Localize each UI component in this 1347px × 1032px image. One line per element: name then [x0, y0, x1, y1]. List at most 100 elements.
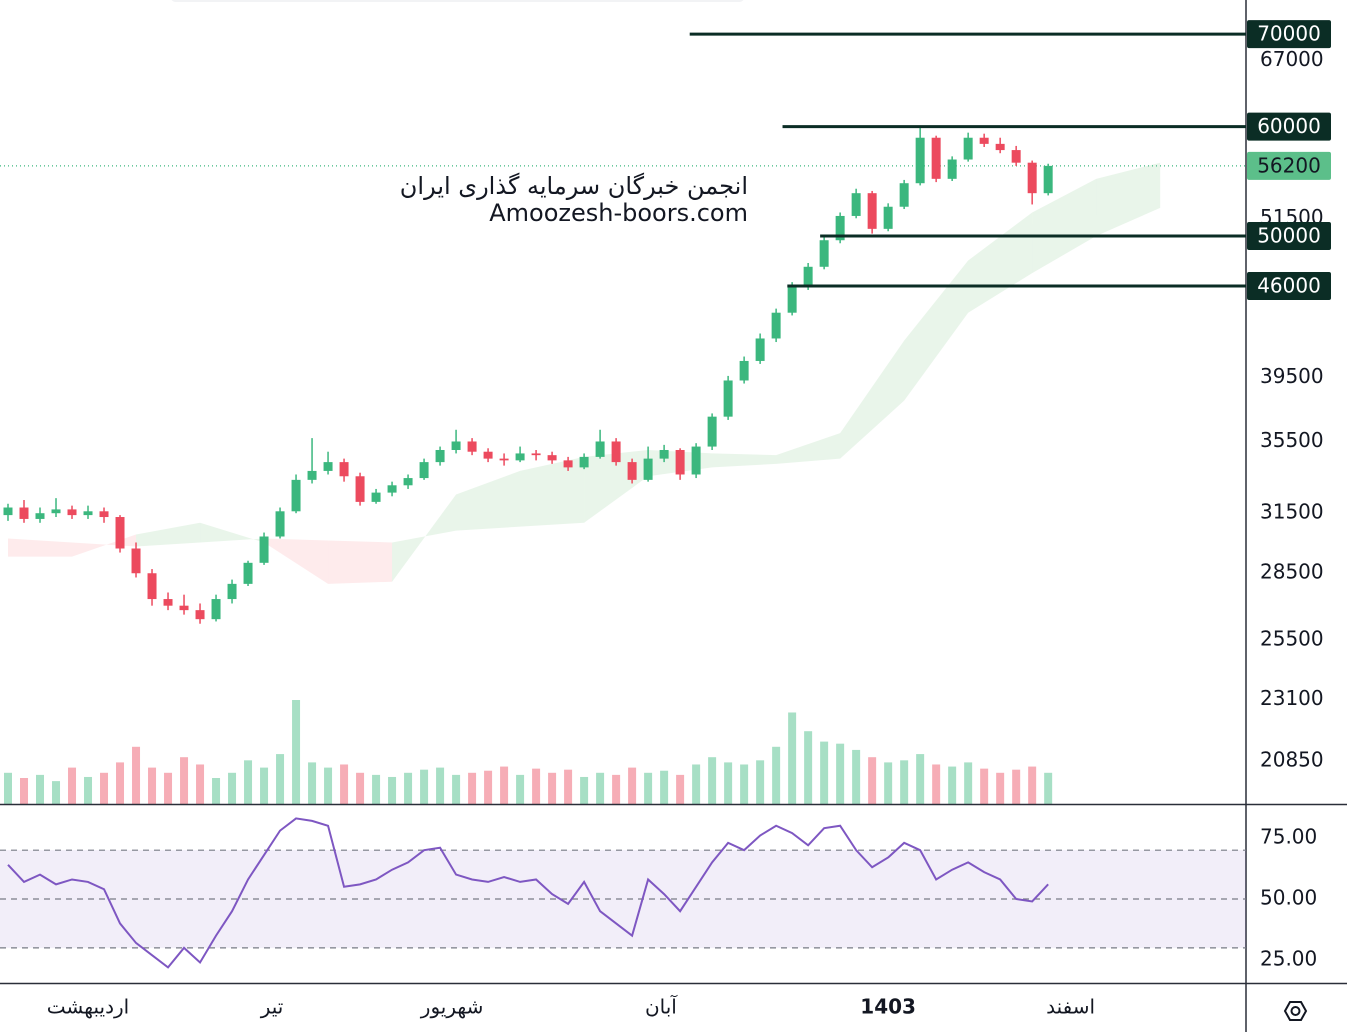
- volume-bar: [1044, 772, 1053, 804]
- candle-body: [691, 446, 701, 475]
- y-tick-label: 39500: [1260, 364, 1324, 388]
- candle-body: [371, 492, 381, 502]
- volume-bar: [852, 749, 861, 804]
- candle-body: [3, 507, 13, 516]
- candle-body: [115, 517, 125, 549]
- candle-body: [723, 380, 733, 417]
- volume-bar: [644, 772, 653, 804]
- volume-bar: [1012, 769, 1021, 804]
- candle-body: [195, 610, 205, 620]
- cloud: [8, 538, 73, 557]
- candle-body: [931, 137, 941, 179]
- candle-body: [387, 485, 397, 493]
- level-label: 46000: [1257, 274, 1321, 298]
- cloud: [776, 433, 841, 464]
- candle-body: [467, 441, 477, 452]
- volume-bar: [340, 764, 349, 804]
- volume-bar: [676, 774, 685, 804]
- candle-body: [1011, 150, 1021, 163]
- volume-bar: [324, 767, 333, 804]
- candle-body: [211, 599, 221, 620]
- watermark: انجمن خبرگان سرمایه گذاری ایران: [400, 172, 748, 200]
- cloud: [712, 453, 777, 468]
- settings-icon[interactable]: [1283, 1001, 1308, 1021]
- volume-bar: [484, 770, 493, 804]
- volume-bar: [884, 762, 893, 804]
- volume-bar: [660, 770, 669, 804]
- volume-bar: [372, 774, 381, 804]
- volume-bar: [532, 768, 541, 804]
- candle-body: [595, 441, 605, 457]
- volume-bar: [772, 746, 781, 804]
- candle-body: [675, 449, 685, 475]
- candle-body: [435, 449, 445, 463]
- volume-bar: [692, 764, 701, 804]
- volume-bar: [292, 700, 301, 804]
- level-label: 60000: [1257, 114, 1321, 138]
- volume-bar: [996, 772, 1005, 804]
- candle-body: [147, 573, 157, 600]
- candle-body: [947, 159, 957, 179]
- volume-bar: [36, 774, 45, 804]
- toolbar-shadow: [171, 0, 744, 2]
- candle-body: [451, 441, 461, 450]
- volume-bar: [596, 772, 605, 804]
- candle-body: [35, 513, 45, 519]
- candle-body: [163, 599, 173, 606]
- volume-bar: [708, 757, 717, 804]
- x-tick-label: اسفند: [1046, 995, 1095, 1019]
- volume-bar: [804, 731, 813, 804]
- candle-body: [851, 193, 861, 216]
- volume-bar: [964, 762, 973, 804]
- candle-body: [1027, 162, 1037, 194]
- volume-bar: [612, 774, 621, 804]
- volume-bar: [132, 746, 141, 804]
- volume-bar: [948, 766, 957, 804]
- level-label-box: [1247, 20, 1331, 49]
- candle-body: [963, 137, 973, 160]
- rsi-tick-label: 50.00: [1260, 886, 1317, 910]
- volume-bar: [452, 774, 461, 804]
- volume-bar: [116, 762, 125, 804]
- candle-body: [83, 511, 93, 516]
- candle-body: [643, 458, 653, 480]
- level-label: 50000: [1257, 224, 1321, 248]
- candle-body: [19, 507, 29, 519]
- candle-body: [403, 478, 413, 486]
- candle-body: [419, 462, 429, 479]
- level-label-box: [1247, 222, 1331, 251]
- level-label-box: [1247, 272, 1331, 301]
- candle-body: [819, 240, 829, 267]
- candle-body: [291, 479, 301, 512]
- cloud: [72, 534, 137, 557]
- volume-bar: [68, 767, 77, 804]
- volume-bar: [756, 760, 765, 804]
- cloud: [1096, 162, 1161, 237]
- candle-body: [739, 360, 749, 381]
- candle-body: [323, 462, 333, 471]
- volume-bar: [276, 754, 285, 804]
- volume-bar: [420, 769, 429, 804]
- volume-bar: [900, 760, 909, 804]
- y-tick-label: 35500: [1260, 428, 1324, 452]
- volume-bar: [1028, 766, 1037, 804]
- cloud: [392, 494, 457, 582]
- candle-body: [531, 453, 541, 456]
- volume-bar: [212, 778, 221, 804]
- x-tick-label: 1403: [860, 995, 916, 1019]
- volume-bar: [164, 772, 173, 804]
- candle-body: [243, 562, 253, 584]
- volume-bar: [580, 776, 589, 804]
- volume-bar: [516, 774, 525, 804]
- volume-bar: [436, 767, 445, 804]
- volume-bar: [20, 778, 29, 804]
- volume-bar: [724, 762, 733, 804]
- cloud: [264, 538, 329, 584]
- volume-bar: [52, 781, 61, 804]
- cloud: [520, 456, 585, 527]
- candle-body: [899, 183, 909, 207]
- volume-bar: [84, 776, 93, 804]
- volume-bar: [148, 767, 157, 804]
- y-tick-label: 28500: [1260, 560, 1324, 584]
